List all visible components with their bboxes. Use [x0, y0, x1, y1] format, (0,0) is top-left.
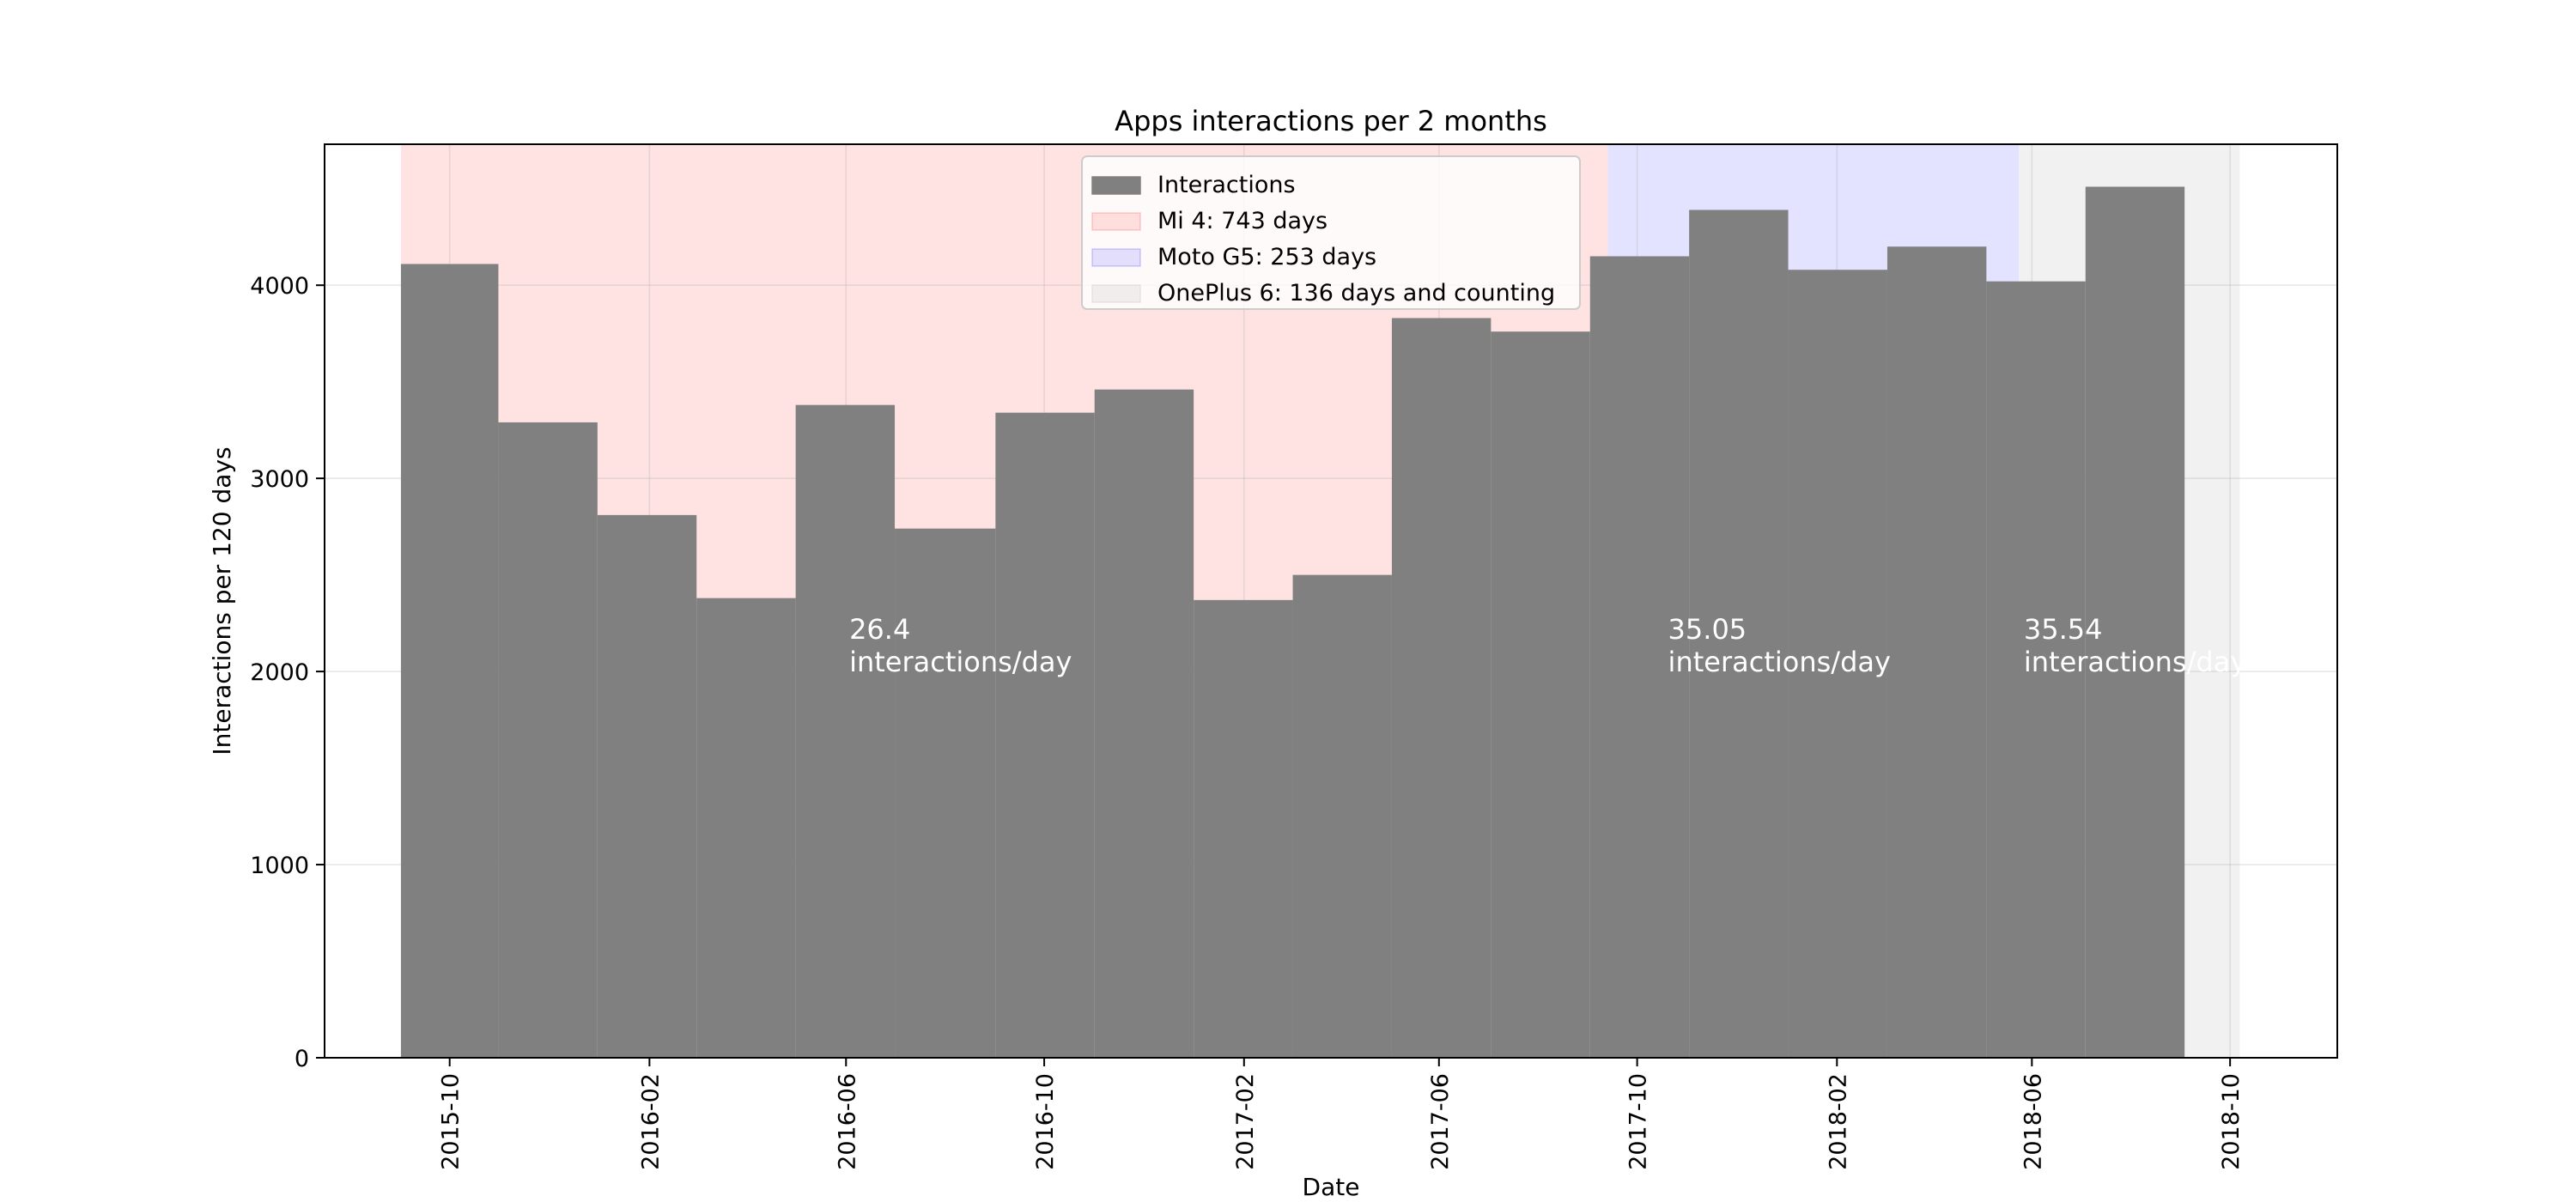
interaction-bar-8 [1194, 599, 1293, 1058]
x-tick-label-8: 2018-06 [2020, 1073, 2046, 1170]
rate-unit-2: interactions/day [2024, 646, 2246, 678]
interaction-bar-15 [1886, 246, 1987, 1058]
interaction-bar-1 [498, 422, 598, 1058]
legend-swatch-0 [1091, 176, 1141, 195]
y-tick-label-2: 2000 [250, 659, 309, 686]
interaction-bar-16 [1986, 281, 2086, 1058]
interaction-bar-2 [597, 514, 697, 1058]
interaction-bar-7 [1094, 389, 1194, 1058]
legend: Interactions Mi 4: 743 days Moto G5: 253 d… [1081, 155, 1581, 310]
interaction-bar-13 [1689, 209, 1789, 1058]
legend-label-3: OnePlus 6: 136 days and counting [1157, 280, 1555, 307]
x-tick-label-5: 2017-06 [1427, 1073, 1454, 1170]
y-tick-label-1: 1000 [250, 853, 309, 879]
legend-label-0: Interactions [1157, 172, 1296, 198]
rate-value-1: 35.05 [1668, 613, 1747, 646]
x-tick-label-0: 2015-10 [438, 1073, 465, 1170]
x-tick-label-2: 2016-06 [834, 1073, 860, 1170]
rate-unit-1: interactions/day [1668, 646, 1891, 678]
legend-label-1: Mi 4: 743 days [1157, 208, 1327, 234]
legend-swatch-2 [1091, 248, 1141, 267]
plot-frame [324, 143, 2338, 1059]
y-tick-label-4: 4000 [250, 273, 309, 300]
x-tick-label-1: 2016-02 [637, 1073, 664, 1170]
interaction-bar-14 [1788, 270, 1887, 1058]
rate-unit-0: interactions/day [849, 646, 1072, 678]
interaction-bar-9 [1292, 574, 1392, 1058]
x-tick-label-3: 2016-10 [1032, 1073, 1059, 1170]
x-tick-label-4: 2017-02 [1232, 1073, 1259, 1170]
x-tick-label-6: 2017-10 [1625, 1073, 1652, 1170]
interaction-bar-5 [895, 528, 996, 1058]
y-tick-label-0: 0 [295, 1046, 309, 1072]
rate-value-0: 26.4 [849, 613, 910, 646]
interaction-bar-3 [696, 598, 796, 1058]
interaction-bar-11 [1491, 331, 1590, 1058]
y-tick-label-3: 3000 [250, 466, 309, 493]
interaction-bar-12 [1589, 256, 1690, 1058]
y-axis-label: Interactions per 120 days [208, 446, 236, 755]
x-axis-label: Date [1303, 1173, 1360, 1201]
interaction-bar-6 [995, 412, 1095, 1059]
chart-title: Apps interactions per 2 months [1115, 105, 1547, 137]
rate-value-2: 35.54 [2024, 613, 2103, 646]
legend-swatch-3 [1091, 284, 1141, 303]
legend-swatch-1 [1091, 212, 1141, 231]
legend-box [1081, 155, 1581, 310]
interaction-bar-0 [400, 264, 499, 1058]
interaction-bar-17 [2085, 186, 2185, 1058]
interaction-bar-4 [795, 404, 896, 1058]
x-tick-label-9: 2018-10 [2218, 1073, 2245, 1170]
legend-label-2: Moto G5: 253 days [1157, 244, 1376, 270]
interaction-bar-10 [1391, 318, 1492, 1059]
x-tick-label-7: 2018-02 [1825, 1073, 1851, 1170]
